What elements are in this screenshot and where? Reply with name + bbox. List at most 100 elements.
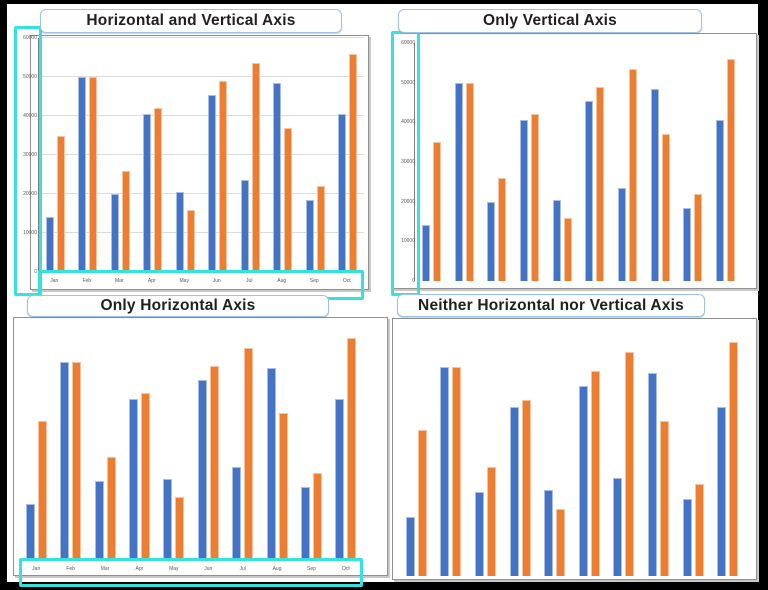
- y-tick-label-50000: 50000: [401, 79, 415, 86]
- bar-group-jul: [225, 322, 259, 560]
- bar-group-feb: [72, 38, 105, 272]
- vertical-axis-highlight: 0 10000 20000 30000 40000 50000 60000: [391, 31, 420, 296]
- x-tick-label-aug: Aug: [277, 278, 287, 284]
- bar-group-jun: [202, 38, 235, 272]
- chart-title-box: Horizontal and Vertical Axis: [40, 9, 342, 33]
- gridline-10000: [39, 232, 364, 233]
- chart-title-box: Only Vertical Axis: [398, 9, 702, 33]
- bar-jan-orange: [417, 429, 427, 576]
- bar-group-apr: [503, 325, 538, 576]
- bar-aug-orange: [659, 421, 669, 576]
- bar-group-may: [157, 322, 191, 560]
- x-tick-label-oct: Oct: [341, 566, 350, 572]
- bar-jan-orange: [37, 421, 47, 560]
- bar-group-aug: [267, 38, 300, 272]
- bar-may-blue: [544, 490, 554, 576]
- bar-group-feb: [448, 43, 481, 281]
- horizontal-axis-highlight: Jan Feb Mar Apr May Jun Jul Aug Sep Oct: [19, 558, 363, 587]
- bar-aug-blue: [647, 373, 657, 576]
- chart-title-text: Only Horizontal Axis: [100, 297, 256, 314]
- x-tick-label-oct: Oct: [342, 278, 351, 284]
- bar-jul-blue: [618, 187, 627, 281]
- bar-jul-orange: [244, 347, 254, 560]
- bar-group-apr: [513, 43, 546, 281]
- x-tick-label-jun: Jun: [212, 278, 221, 284]
- bar-feb-orange: [452, 366, 462, 576]
- bar-group-aug: [644, 43, 677, 281]
- gridline-50000: [39, 76, 364, 77]
- bar-group-sep: [299, 38, 332, 272]
- y-tick-label-60000: 60000: [23, 35, 37, 41]
- bar-mar-blue: [94, 480, 104, 560]
- bar-sep-orange: [316, 186, 325, 272]
- chart-title-box: Only Horizontal Axis: [27, 295, 329, 317]
- y-tick-label-10000: 10000: [23, 230, 37, 236]
- bar-group-oct: [329, 322, 363, 560]
- bar-sep-blue: [300, 486, 310, 560]
- bar-group-feb: [53, 322, 87, 560]
- y-tick-label-60000: 60000: [401, 40, 415, 46]
- bar-apr-blue: [519, 120, 528, 281]
- chart-title-text: Only Vertical Axis: [483, 12, 617, 29]
- bar-mar-blue: [487, 201, 496, 281]
- bar-jul-orange: [629, 68, 638, 281]
- bar-group-mar: [104, 38, 137, 272]
- bar-apr-orange: [521, 400, 531, 576]
- x-tick-label-jan: Jan: [50, 278, 59, 284]
- bar-group-feb: [434, 325, 469, 576]
- bar-feb-blue: [454, 82, 463, 281]
- x-tick-label-jul: Jul: [246, 278, 253, 284]
- bar-sep-blue: [683, 207, 692, 281]
- bar-feb-orange: [465, 82, 474, 281]
- bar-oct-blue: [716, 120, 725, 281]
- y-tick-label-40000: 40000: [23, 113, 37, 119]
- bar-jul-blue: [240, 180, 249, 272]
- x-tick-row: Jan Feb Mar Apr May Jun Jul Aug Sep Oct: [38, 278, 363, 284]
- bar-sep-blue: [305, 199, 314, 272]
- bar-jul-blue: [232, 466, 242, 560]
- bar-group-oct: [709, 43, 742, 281]
- bar-mar-orange: [498, 177, 507, 281]
- bar-oct-orange: [727, 58, 736, 281]
- bar-group-sep: [676, 325, 711, 576]
- bar-may-orange: [175, 496, 185, 560]
- bar-jan-orange: [432, 142, 441, 281]
- x-tick-label-aug: Aug: [272, 566, 282, 572]
- bar-group-may: [537, 325, 572, 576]
- y-tick-label-0: 0: [34, 269, 37, 275]
- bar-jul-orange: [251, 63, 260, 272]
- gridline-60000: [39, 37, 364, 38]
- bar-apr-blue: [143, 114, 152, 272]
- bar-group-aug: [641, 325, 676, 576]
- bar-jul-orange: [625, 352, 635, 576]
- bar-may-blue: [552, 199, 561, 281]
- bar-group-apr: [122, 322, 156, 560]
- bar-group-jan: [39, 38, 72, 272]
- bar-group-jan: [19, 322, 53, 560]
- bar-apr-orange: [530, 114, 539, 281]
- bar-mar-orange: [106, 456, 116, 560]
- gridline-40000: [39, 115, 364, 116]
- gridline-30000: [39, 154, 364, 155]
- bar-group-jan: [415, 43, 448, 281]
- bar-group-jul: [607, 325, 642, 576]
- y-tick-label-10000: 10000: [401, 238, 415, 245]
- x-tick-label-sep: Sep: [307, 566, 316, 572]
- bar-group-jul: [234, 38, 267, 272]
- bar-oct-orange: [349, 53, 358, 272]
- bar-apr-orange: [154, 108, 163, 272]
- bar-may-orange: [186, 209, 195, 272]
- bar-aug-orange: [661, 134, 670, 281]
- x-tick-label-may: May: [169, 566, 179, 572]
- bar-oct-orange: [729, 341, 739, 576]
- bar-may-orange: [563, 217, 572, 281]
- x-tick-label-jul: Jul: [239, 566, 246, 572]
- bar-group-sep: [294, 322, 328, 560]
- bar-jan-blue: [421, 225, 430, 281]
- bar-oct-orange: [347, 337, 357, 560]
- bar-aug-orange: [284, 127, 293, 272]
- chart-title-box: Neither Horizontal nor Vertical Axis: [397, 294, 705, 317]
- bar-group-mar: [480, 43, 513, 281]
